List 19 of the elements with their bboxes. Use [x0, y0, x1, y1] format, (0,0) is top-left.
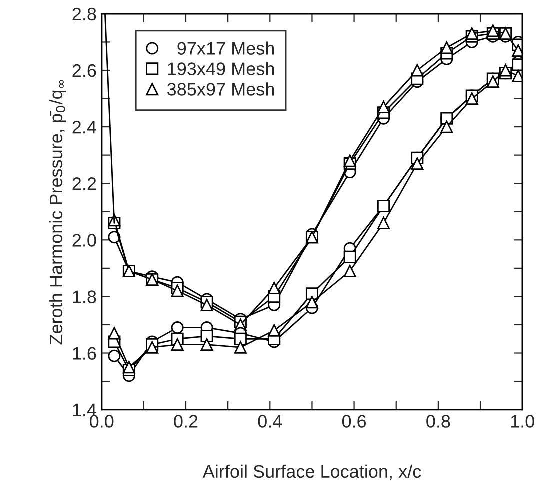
y-tick-label: 2.4 — [72, 120, 96, 134]
y-axis-title: Zeroth Harmonic Pressure, p̄$_{0}$/q$_{∞}$ — [49, 80, 66, 345]
x-tick-label: 1.0 — [511, 415, 534, 428]
x-tick-label: 0.2 — [174, 415, 198, 428]
legend-label: 385x97 Mesh — [167, 82, 274, 96]
legend-label: 193x49 Mesh — [168, 62, 274, 76]
x-tick-label: 0.8 — [426, 415, 450, 428]
y-tick-label: 2.0 — [72, 234, 96, 247]
y-tick-label: 2.8 — [72, 8, 96, 21]
legend-label: 97x17 Mesh — [178, 42, 274, 55]
x-tick-label: 0.6 — [342, 415, 366, 428]
x-tick-label: 0.4 — [258, 415, 282, 428]
y-tick-label: 1.4 — [73, 404, 96, 416]
y-tick-label: 1.8 — [73, 290, 96, 304]
x-axis-title: Airfoil Surface Location, x/c — [202, 464, 422, 480]
x-tick-label: 0.0 — [90, 415, 114, 428]
y-tick-label: 2.6 — [72, 64, 96, 78]
y-tick-label: 1.6 — [73, 347, 96, 360]
y-tick-label: 2.2 — [72, 178, 96, 190]
